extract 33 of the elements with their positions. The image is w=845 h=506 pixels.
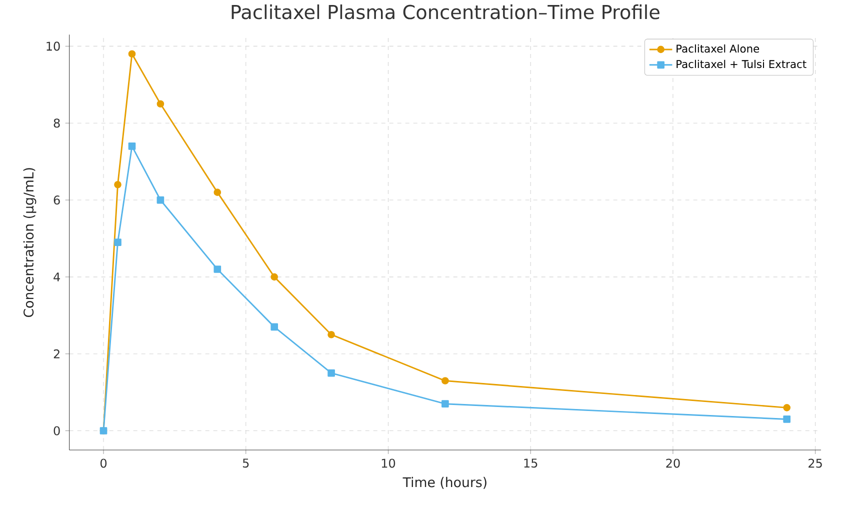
y-tick-label: 0 <box>54 426 60 436</box>
legend-label: Paclitaxel + Tulsi Extract <box>676 60 806 68</box>
x-tick-label: 25 <box>808 458 822 468</box>
point <box>156 100 164 108</box>
point <box>328 369 335 377</box>
point <box>128 50 136 58</box>
point <box>214 188 222 196</box>
x-tick-label: 20 <box>666 458 680 468</box>
point <box>114 180 122 188</box>
x-axis-title: Time (hours) <box>402 476 486 489</box>
chart-title: Paclitaxel Plasma Concentration–Time Profile <box>232 4 660 20</box>
point <box>270 273 278 281</box>
point <box>128 142 136 150</box>
point <box>328 330 335 338</box>
y-tick-label: 2 <box>54 349 60 358</box>
y-tick-label: 8 <box>54 118 60 128</box>
point <box>270 323 278 331</box>
point <box>783 404 791 412</box>
x-tick-label: 15 <box>524 458 538 468</box>
point <box>114 238 122 246</box>
point <box>783 416 791 423</box>
y-tick-label: 10 <box>46 42 60 51</box>
y-axis-title: Concentration (µg/mL) <box>23 168 36 317</box>
legend-label: Paclitaxel Alone <box>676 44 760 53</box>
point <box>156 196 164 204</box>
point <box>214 266 222 273</box>
y-tick-label: 6 <box>54 195 60 205</box>
y-tick-label: 4 <box>54 272 60 282</box>
x-tick-label: 5 <box>242 458 249 468</box>
x-tick-label: 10 <box>382 458 396 468</box>
x-tick-label: 0 <box>100 458 107 468</box>
point <box>442 400 449 408</box>
point <box>442 377 449 384</box>
